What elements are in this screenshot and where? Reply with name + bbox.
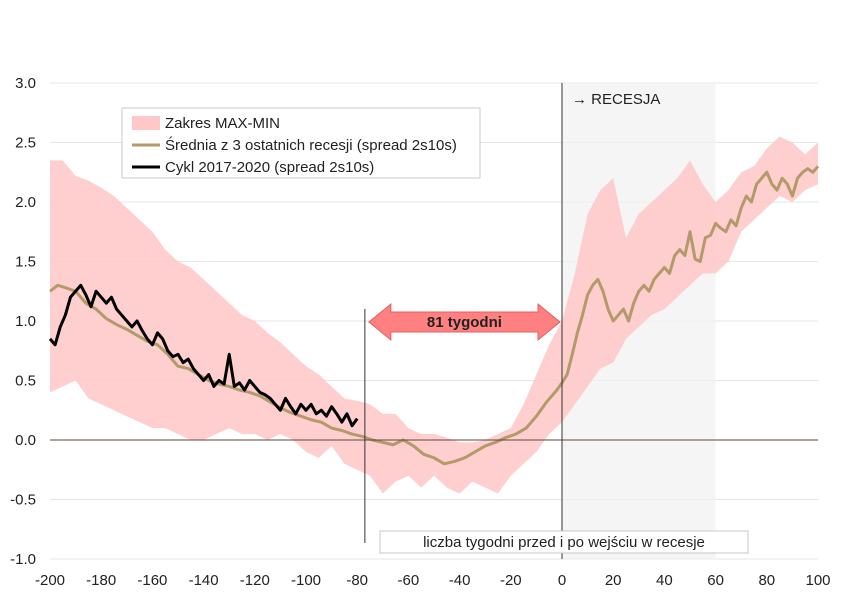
y-tick-label: 0.0 [15,432,36,449]
series-lines-layer [48,165,820,466]
y-tick-label: -1.0 [10,551,36,568]
double-arrow-shape [368,302,561,342]
x-tick-label: -40 [449,572,471,589]
legend-swatch-band [132,116,160,130]
tick-labels: 3.02.52.01.51.00.50.0-0.5-1.0-200 -180 -16… [10,75,830,589]
y-tick-label: -0.5 [10,492,36,509]
x-tick-label: -100 [291,572,321,589]
cycle-2017-2020-line [48,283,359,428]
legend: Zakres MAX-MIN Średnia z 3 ostatnich rec… [121,107,481,179]
x-tick-label: -140 [189,572,219,589]
y-tick-label: 0.5 [15,373,36,390]
x-tick-label: -160 [137,572,167,589]
x-tick-label: 80 [758,572,775,589]
y-tick-label: 1.5 [15,254,36,271]
x-tick-label: 20 [605,572,622,589]
legend-label-cycle: Cykl 2017-2020 (spread 2s10s) [165,159,374,176]
y-tick-label: 1.0 [15,313,36,330]
double-arrow-81-weeks: 81 tygodni [368,302,561,342]
x-tick-label: -80 [346,572,368,589]
x-tick-label: -120 [240,572,270,589]
y-tick-label: 3.0 [15,75,36,92]
x-tick-label: -60 [398,572,420,589]
x-tick-label: 60 [707,572,724,589]
x-tick-label: 0 [558,572,566,589]
x-tick-label: 100 [805,572,830,589]
max-min-band-layer [50,136,818,494]
x-tick-label: 40 [656,572,673,589]
x-tick-label: -20 [500,572,522,589]
x-axis-title: liczba tygodni przed i po wejściu w rece… [423,534,705,551]
legend-label-band: Zakres MAX-MIN [165,115,280,132]
x-axis-title-frame [379,530,749,554]
max-min-band [50,136,818,494]
recession-label: → RECESJA [572,91,660,108]
arrow-label: 81 tygodni [427,314,502,331]
legend-frame [121,107,481,179]
y-tick-label: 2.0 [15,194,36,211]
y-tick-label: 2.5 [15,135,36,152]
x-tick-label: -200 [35,572,65,589]
legend-label-average: Średnia z 3 ostatnich recesji (spread 2s… [165,136,457,154]
x-tick-label: -180 [86,572,116,589]
x-axis-title-box: liczba tygodni przed i po wejściu w rece… [379,530,749,554]
